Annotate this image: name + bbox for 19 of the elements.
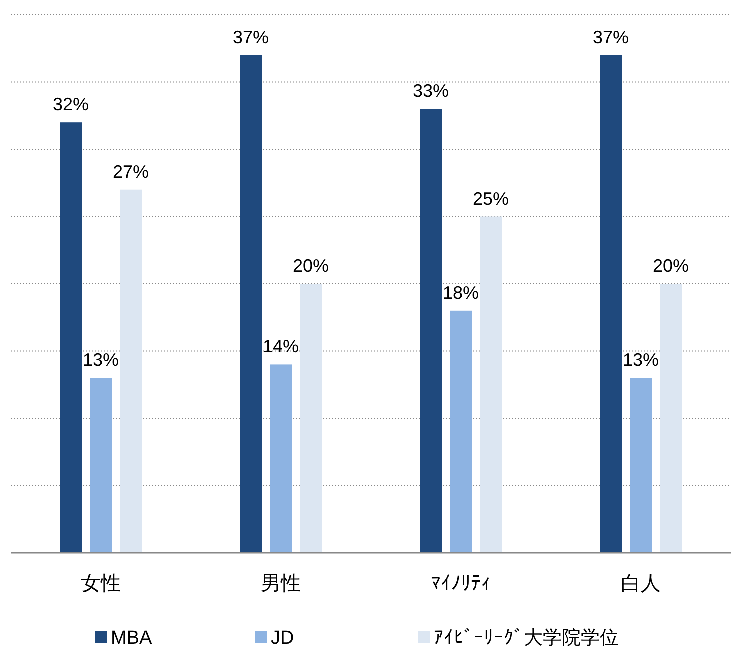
x-tick-label: 白人 <box>621 573 661 595</box>
data-label: 25% <box>472 188 510 209</box>
data-label: 27% <box>112 162 150 182</box>
legend-label: ｱｲﾋﾞｰﾘｰｸﾞ大学院学位 <box>434 628 619 649</box>
x-tick-label: ﾏｲﾉﾘﾃｨ <box>431 573 491 595</box>
data-label: 20% <box>292 256 330 276</box>
data-label: 37% <box>232 27 270 48</box>
legend-label: MBA <box>111 628 152 649</box>
data-label: 14% <box>262 336 300 357</box>
data-label: 33% <box>412 81 450 102</box>
data-label: 20% <box>652 256 690 276</box>
data-label: 37% <box>592 27 630 48</box>
legend-label: JD <box>271 628 294 649</box>
x-tick-label: 男性 <box>261 573 301 595</box>
x-tick-label: 女性 <box>81 573 121 595</box>
data-label: 32% <box>52 94 90 115</box>
data-label: 13% <box>622 350 660 370</box>
data-label: 18% <box>442 282 480 303</box>
data-label: 13% <box>82 350 120 370</box>
